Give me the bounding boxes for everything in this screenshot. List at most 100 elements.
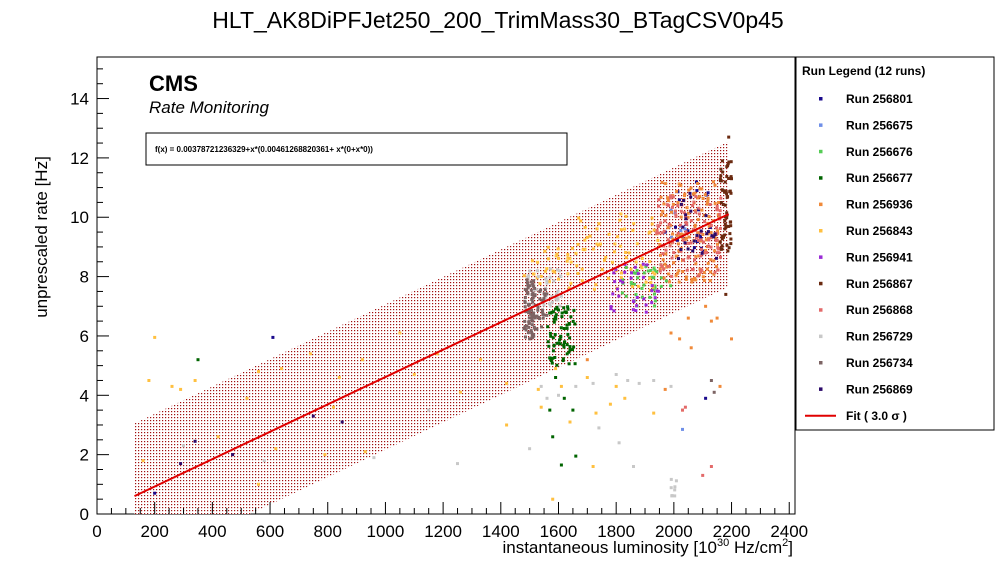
data-point bbox=[684, 217, 688, 221]
data-point bbox=[579, 219, 583, 223]
data-point bbox=[585, 358, 589, 362]
data-point bbox=[554, 307, 557, 311]
x-tick-label: 1400 bbox=[482, 522, 520, 541]
data-point bbox=[560, 311, 564, 315]
legend-label: Run 256941 bbox=[846, 250, 913, 264]
data-point bbox=[678, 337, 682, 341]
y-tick-label: 12 bbox=[70, 149, 89, 168]
data-point bbox=[591, 381, 595, 385]
data-point bbox=[659, 263, 663, 267]
data-point bbox=[655, 231, 659, 235]
data-point bbox=[569, 281, 573, 285]
data-point bbox=[541, 310, 545, 314]
legend-marker bbox=[819, 334, 823, 339]
data-point bbox=[669, 284, 673, 288]
data-point bbox=[656, 238, 660, 242]
data-point bbox=[707, 244, 710, 248]
data-point bbox=[641, 262, 645, 266]
data-point bbox=[728, 189, 732, 193]
data-point bbox=[566, 256, 570, 260]
data-point bbox=[538, 290, 542, 294]
data-point bbox=[525, 281, 529, 285]
data-point bbox=[650, 284, 654, 288]
data-point bbox=[532, 272, 536, 276]
data-point bbox=[532, 325, 536, 329]
data-point bbox=[670, 235, 673, 239]
data-point bbox=[723, 222, 727, 226]
data-point bbox=[650, 222, 654, 226]
data-point bbox=[657, 204, 660, 208]
data-point bbox=[636, 276, 640, 280]
data-point bbox=[701, 197, 705, 200]
data-point bbox=[607, 232, 611, 236]
data-point bbox=[689, 186, 693, 190]
data-point bbox=[551, 336, 555, 340]
data-point bbox=[696, 196, 700, 200]
data-point bbox=[681, 270, 685, 273]
data-point bbox=[550, 295, 554, 299]
data-point bbox=[623, 227, 627, 231]
data-point bbox=[568, 345, 572, 349]
data-point bbox=[652, 411, 656, 415]
data-point bbox=[729, 175, 733, 179]
data-point bbox=[677, 269, 681, 273]
data-point bbox=[604, 256, 608, 259]
data-point bbox=[659, 195, 663, 199]
data-point bbox=[571, 348, 574, 352]
data-point bbox=[655, 270, 659, 274]
data-point bbox=[679, 184, 683, 187]
data-point bbox=[677, 182, 681, 186]
data-point bbox=[323, 453, 327, 457]
data-point bbox=[548, 304, 552, 308]
data-point bbox=[691, 227, 695, 231]
data-point bbox=[689, 241, 693, 245]
legend-label: Run 256843 bbox=[846, 224, 913, 238]
legend-marker bbox=[819, 361, 823, 365]
data-point bbox=[530, 259, 534, 263]
data-point bbox=[629, 267, 633, 271]
data-point bbox=[636, 272, 640, 276]
data-point bbox=[694, 262, 698, 266]
data-point bbox=[702, 213, 706, 217]
data-point bbox=[650, 289, 654, 293]
series-run-256843 bbox=[141, 212, 684, 501]
data-point bbox=[684, 277, 688, 281]
data-point bbox=[668, 280, 672, 284]
data-point bbox=[532, 288, 535, 292]
data-point bbox=[709, 245, 713, 249]
data-point bbox=[533, 294, 537, 298]
data-point bbox=[624, 214, 628, 218]
data-point bbox=[709, 224, 713, 227]
data-point bbox=[613, 250, 616, 254]
data-point bbox=[609, 305, 613, 309]
data-point bbox=[719, 196, 723, 200]
data-point bbox=[531, 282, 535, 286]
data-point bbox=[684, 213, 688, 217]
legend-marker bbox=[819, 387, 823, 391]
data-point bbox=[676, 201, 680, 204]
data-point bbox=[632, 300, 636, 303]
legend-label: Run 256801 bbox=[846, 92, 913, 106]
data-point bbox=[556, 298, 560, 302]
data-point bbox=[591, 247, 595, 251]
data-point bbox=[727, 224, 731, 228]
data-point bbox=[679, 215, 683, 219]
x-tick-label: 2400 bbox=[770, 522, 808, 541]
y-tick-label: 2 bbox=[80, 446, 89, 465]
fit-formula: f(x) = 0.00378721236329+x*(0.00461268820… bbox=[155, 145, 373, 154]
data-point bbox=[699, 247, 703, 251]
data-point bbox=[548, 331, 552, 335]
x-tick-label: 1800 bbox=[597, 522, 635, 541]
data-point bbox=[170, 384, 174, 388]
data-point bbox=[594, 283, 598, 287]
data-point bbox=[479, 358, 483, 362]
data-point bbox=[697, 238, 700, 242]
data-point bbox=[663, 387, 667, 391]
data-point bbox=[698, 187, 702, 191]
data-point bbox=[720, 159, 724, 163]
data-point bbox=[536, 269, 540, 273]
data-point bbox=[629, 281, 633, 285]
data-point bbox=[631, 285, 635, 289]
data-point bbox=[663, 219, 667, 223]
data-point bbox=[692, 246, 696, 250]
